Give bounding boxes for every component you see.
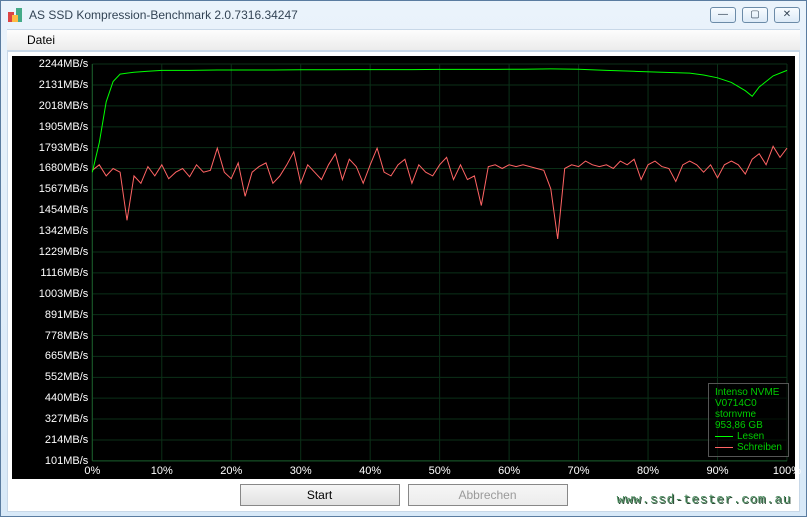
legend-series-write: Schreiben <box>715 442 782 453</box>
y-tick-label: 1567MB/s <box>12 183 88 195</box>
window-title: AS SSD Kompression-Benchmark 2.0.7316.34… <box>29 8 710 22</box>
y-tick-label: 552MB/s <box>12 371 88 383</box>
client-area: 2244MB/s 2131MB/s 2018MB/s 1905MB/s 1793MB/s… <box>7 51 800 512</box>
chart-svg <box>12 56 795 479</box>
y-tick-label: 1905MB/s <box>12 121 88 133</box>
x-tick-label: 20% <box>220 465 242 477</box>
legend-info-line: 953,86 GB <box>715 420 782 431</box>
y-tick-label: 891MB/s <box>12 309 88 321</box>
close-button[interactable]: ✕ <box>774 7 800 23</box>
y-tick-label: 2131MB/s <box>12 79 88 91</box>
x-tick-label: 30% <box>290 465 312 477</box>
cancel-button[interactable]: Abbrechen <box>408 484 568 506</box>
x-tick-label: 60% <box>498 465 520 477</box>
app-icon <box>7 7 23 23</box>
y-tick-label: 2018MB/s <box>12 100 88 112</box>
button-row: Start Abbrechen www.ssd-tester.com.au <box>8 479 799 511</box>
legend-swatch-read-icon <box>715 436 733 437</box>
menubar: Datei <box>7 29 800 51</box>
y-tick-label: 778MB/s <box>12 330 88 342</box>
y-tick-label: 1003MB/s <box>12 288 88 300</box>
y-tick-label: 1793MB/s <box>12 142 88 154</box>
x-tick-label: 80% <box>637 465 659 477</box>
legend-info-line: stornvme <box>715 409 782 420</box>
minimize-button[interactable]: — <box>710 7 736 23</box>
y-tick-label: 214MB/s <box>12 434 88 446</box>
x-tick-label: 100% <box>773 465 801 477</box>
start-button[interactable]: Start <box>240 484 400 506</box>
y-tick-label: 101MB/s <box>12 455 88 467</box>
y-tick-label: 665MB/s <box>12 350 88 362</box>
y-tick-label: 1680MB/s <box>12 162 88 174</box>
y-tick-label: 327MB/s <box>12 413 88 425</box>
y-tick-label: 1454MB/s <box>12 204 88 216</box>
chart-legend: Intenso NVMEV0714C0stornvme953,86 GBLese… <box>708 383 789 457</box>
x-tick-label: 40% <box>359 465 381 477</box>
legend-series-read: Lesen <box>715 431 782 442</box>
x-tick-label: 10% <box>151 465 173 477</box>
legend-label: Lesen <box>737 431 764 442</box>
maximize-button[interactable]: ▢ <box>742 7 768 23</box>
menu-datei[interactable]: Datei <box>17 31 65 49</box>
y-tick-label: 1229MB/s <box>12 246 88 258</box>
x-tick-label: 50% <box>429 465 451 477</box>
legend-info-line: Intenso NVME <box>715 387 782 398</box>
legend-info-line: V0714C0 <box>715 398 782 409</box>
x-tick-label: 70% <box>568 465 590 477</box>
y-tick-label: 1342MB/s <box>12 225 88 237</box>
legend-label: Schreiben <box>737 442 782 453</box>
y-tick-label: 440MB/s <box>12 392 88 404</box>
compression-chart: 2244MB/s 2131MB/s 2018MB/s 1905MB/s 1793MB/s… <box>12 56 795 479</box>
titlebar[interactable]: AS SSD Kompression-Benchmark 2.0.7316.34… <box>1 1 806 29</box>
y-tick-label: 2244MB/s <box>12 58 88 70</box>
app-window: AS SSD Kompression-Benchmark 2.0.7316.34… <box>0 0 807 517</box>
legend-swatch-write-icon <box>715 447 733 448</box>
window-controls: — ▢ ✕ <box>710 7 800 23</box>
x-tick-label: 0% <box>84 465 100 477</box>
watermark: www.ssd-tester.com.au <box>617 492 791 507</box>
y-tick-label: 1116MB/s <box>12 267 88 279</box>
x-tick-label: 90% <box>706 465 728 477</box>
